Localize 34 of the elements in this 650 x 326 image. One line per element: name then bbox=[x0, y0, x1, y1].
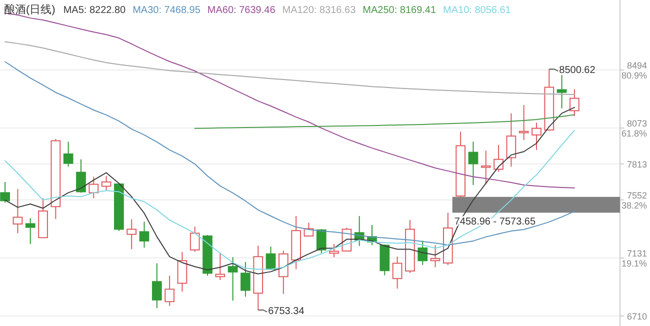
y-tick-label: 7131 19.1% bbox=[621, 248, 647, 268]
candlestick bbox=[506, 112, 516, 168]
candlestick bbox=[291, 216, 302, 270]
line-series bbox=[4, 130, 575, 270]
candlestick bbox=[164, 275, 174, 306]
candlestick bbox=[532, 122, 542, 150]
y-tick-label: 6710 bbox=[626, 311, 647, 322]
candlestick bbox=[480, 150, 491, 185]
candlestick bbox=[253, 245, 264, 310]
y-tick-label: 7552 38.2% bbox=[621, 190, 647, 210]
y-tick-label: 8494 80.9% bbox=[621, 60, 647, 81]
candlestick bbox=[278, 250, 288, 294]
annotation: 8500.62 bbox=[559, 65, 596, 76]
candlestick bbox=[556, 74, 567, 109]
candlestick bbox=[430, 244, 440, 268]
candlestick bbox=[12, 188, 23, 234]
candlestick bbox=[392, 256, 402, 290]
text: MA250: 8169.41 bbox=[362, 5, 436, 16]
text: MA120: 8316.63 bbox=[282, 5, 356, 16]
y-tick-label: 8073 61.8% bbox=[621, 118, 647, 139]
text: MA10: 8056.61 bbox=[443, 5, 512, 16]
y-tick-label: 7813 bbox=[626, 159, 647, 170]
candlestick bbox=[468, 141, 478, 186]
text: MA60: 7639.46 bbox=[207, 5, 276, 16]
text: MA5: 8222.80 bbox=[63, 5, 126, 16]
chart-title: 酿酒(日线) bbox=[4, 3, 56, 16]
line-series bbox=[194, 114, 575, 129]
candlestick bbox=[215, 252, 226, 280]
candlestick bbox=[126, 218, 137, 250]
text: MA30: 7468.95 bbox=[132, 5, 201, 16]
candlestick bbox=[228, 256, 238, 302]
candlestick bbox=[152, 262, 162, 309]
annotation: 6753.34 bbox=[268, 306, 305, 317]
candlestick bbox=[25, 218, 36, 244]
